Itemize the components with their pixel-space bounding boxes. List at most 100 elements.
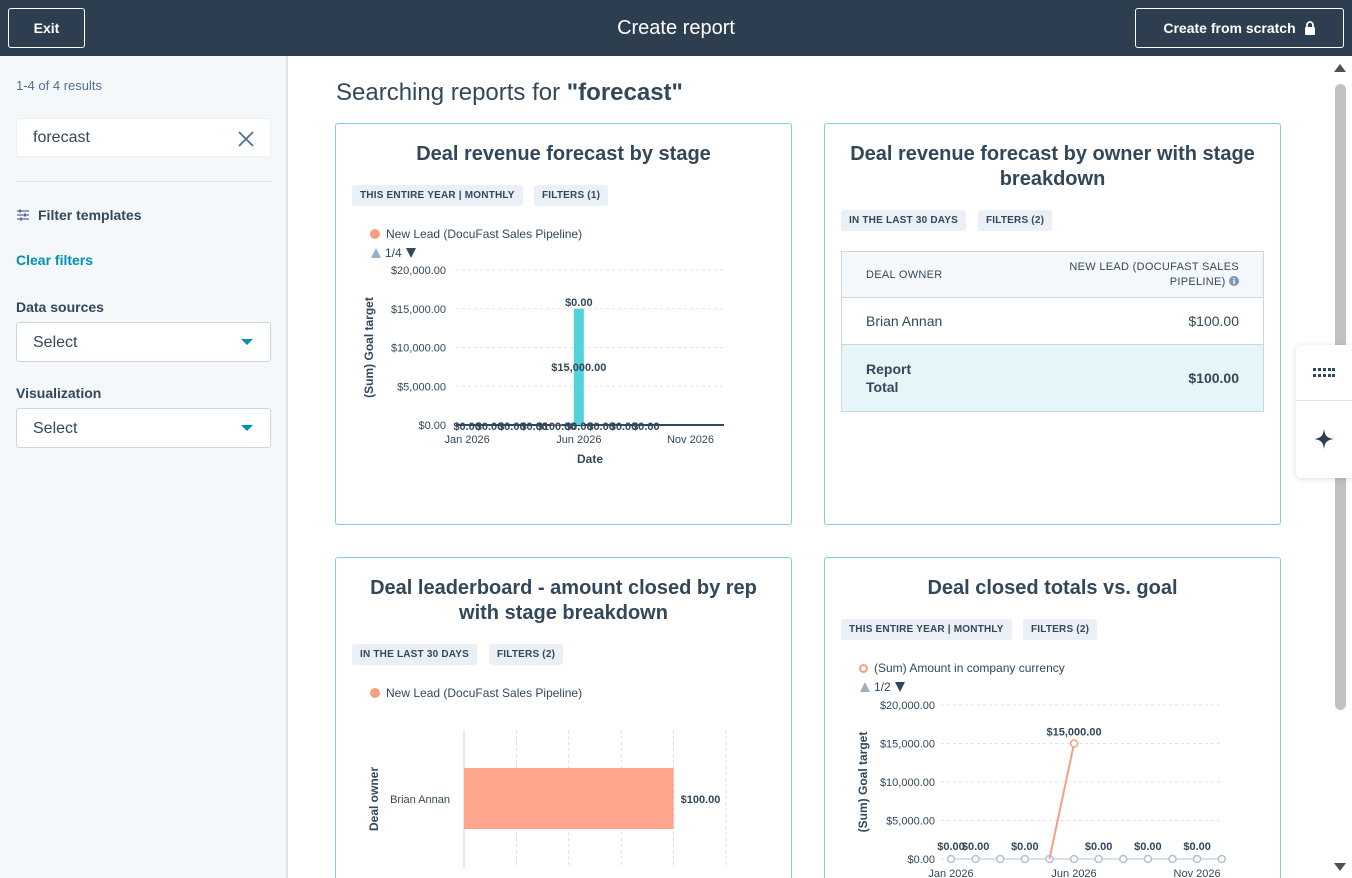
y-tick-label: $5,000.00 bbox=[886, 816, 935, 828]
data-label: $0.00 bbox=[587, 421, 615, 433]
chart-legend[interactable]: (Sum) Amount in company currency bbox=[859, 661, 1065, 675]
search-heading-query: "forecast" bbox=[566, 79, 683, 106]
legend-swatch bbox=[370, 688, 380, 698]
y-tick-label: $0.00 bbox=[418, 420, 446, 432]
report-table: DEAL OWNER NEW LEAD (DOCUFAST SALES PIPE… bbox=[841, 251, 1264, 412]
search-box bbox=[16, 118, 271, 157]
y-tick-label: $15,000.00 bbox=[880, 739, 935, 751]
y-axis-label: (Sum) Goal target bbox=[362, 297, 376, 398]
top-bar: Exit Create report Create from scratch bbox=[0, 0, 1352, 56]
data-label: $0.00 bbox=[632, 421, 660, 433]
x-tick-label: Jun 2026 bbox=[1051, 868, 1096, 878]
x-tick-label: Jan 2026 bbox=[928, 868, 973, 878]
column-header-new-lead-label: NEW LEAD (DOCUFAST SALES PIPELINE) bbox=[1069, 260, 1239, 288]
data-sources-label: Data sources bbox=[16, 299, 104, 315]
filters-tag[interactable]: FILTERS (2) bbox=[489, 644, 564, 665]
date-range-tag[interactable]: THIS ENTIRE YEAR | MONTHLY bbox=[841, 619, 1012, 640]
pager-up-icon[interactable] bbox=[860, 682, 870, 692]
scroll-down-arrow[interactable] bbox=[1334, 863, 1346, 871]
x-tick-label: Jan 2026 bbox=[445, 434, 490, 446]
y-axis-label: Deal owner bbox=[367, 767, 381, 831]
report-card-revenue-by-owner[interactable]: Deal revenue forecast by owner with stag… bbox=[824, 123, 1281, 525]
data-label: $15,000.00 bbox=[551, 362, 606, 374]
legend-label: (Sum) Amount in company currency bbox=[874, 661, 1065, 675]
card-title: Deal revenue forecast by owner with stag… bbox=[850, 143, 1255, 190]
data-point bbox=[1069, 854, 1079, 864]
total-value-cell: $100.00 bbox=[1033, 344, 1264, 412]
x-tick-label: Nov 2026 bbox=[1174, 868, 1221, 878]
side-tools-panel bbox=[1296, 345, 1352, 478]
filter-templates-label: Filter templates bbox=[38, 207, 142, 223]
column-header-new-lead[interactable]: NEW LEAD (DOCUFAST SALES PIPELINE) bbox=[1033, 251, 1264, 298]
sidebar-divider bbox=[16, 181, 271, 182]
visualization-select[interactable]: Select bbox=[16, 408, 271, 448]
ai-assistant-button[interactable] bbox=[1296, 411, 1352, 467]
chevron-down-icon bbox=[241, 339, 253, 345]
data-label: $0.00 bbox=[520, 421, 548, 433]
report-card-closed-vs-goal[interactable]: Deal closed totals vs. goal THIS ENTIRE … bbox=[824, 557, 1281, 878]
data-point bbox=[1119, 854, 1128, 864]
date-range-tag[interactable]: IN THE LAST 30 DAYS bbox=[841, 210, 967, 231]
y-axis-label: (Sum) Goal target bbox=[856, 732, 870, 833]
x-tick-label: Nov 2026 bbox=[667, 434, 714, 446]
data-point bbox=[1094, 854, 1103, 864]
chart-legend[interactable]: New Lead (DocuFast Sales Pipeline) bbox=[370, 686, 582, 700]
legend-swatch bbox=[370, 229, 380, 239]
data-point bbox=[1168, 854, 1177, 864]
keypad-button[interactable] bbox=[1296, 345, 1352, 401]
data-label: $100.00 bbox=[537, 421, 577, 433]
legend-label: New Lead (DocuFast Sales Pipeline) bbox=[386, 686, 583, 700]
card-title: Deal closed totals vs. goal bbox=[927, 577, 1178, 599]
bar bbox=[464, 768, 674, 829]
clear-filters-link[interactable]: Clear filters bbox=[16, 252, 94, 268]
value-cell: $100.00 bbox=[1033, 297, 1264, 345]
create-from-scratch-label: Create from scratch bbox=[1163, 20, 1296, 36]
data-point bbox=[946, 854, 956, 864]
total-label: Report Total bbox=[866, 361, 912, 395]
chart-legend[interactable]: New Lead (DocuFast Sales Pipeline) bbox=[370, 227, 582, 241]
clear-search-icon[interactable] bbox=[237, 130, 255, 148]
filters-tag[interactable]: FILTERS (2) bbox=[1023, 619, 1098, 640]
exit-button[interactable]: Exit bbox=[8, 8, 85, 48]
pager-label: 1/4 bbox=[385, 246, 402, 260]
filter-templates-toggle[interactable]: Filter templates bbox=[16, 207, 141, 223]
series-line bbox=[1048, 743, 1076, 860]
data-point bbox=[1217, 854, 1226, 864]
card-title: Deal leaderboard - amount closed by rep … bbox=[370, 577, 757, 624]
data-point bbox=[995, 854, 1005, 864]
filters-tag[interactable]: FILTERS (1) bbox=[534, 185, 609, 206]
data-point bbox=[1143, 854, 1153, 864]
pager-up-icon[interactable] bbox=[371, 248, 381, 258]
data-label: $0.00 bbox=[1183, 841, 1211, 853]
data-label: $0.00 bbox=[565, 297, 593, 309]
create-from-scratch-button[interactable]: Create from scratch bbox=[1135, 8, 1344, 48]
scroll-up-arrow[interactable] bbox=[1334, 64, 1346, 72]
data-sources-select[interactable]: Select bbox=[16, 322, 271, 362]
data-label: $100.00 bbox=[681, 794, 721, 806]
bar bbox=[551, 424, 562, 426]
data-sources-value: Select bbox=[33, 334, 78, 351]
sliders-icon bbox=[17, 209, 29, 221]
data-label: $0.00 bbox=[476, 421, 504, 433]
filters-tag[interactable]: FILTERS (2) bbox=[978, 210, 1053, 231]
y-tick-label: $0.00 bbox=[907, 854, 935, 866]
info-icon[interactable] bbox=[1229, 275, 1239, 286]
pager-down-icon[interactable] bbox=[894, 682, 905, 692]
search-input[interactable] bbox=[33, 129, 233, 147]
data-label: $0.00 bbox=[498, 421, 526, 433]
y-tick-label: $15,000.00 bbox=[391, 304, 446, 316]
pager-down-icon[interactable] bbox=[405, 248, 416, 258]
filter-sidebar: 1-4 of 4 results Filter templates Clear … bbox=[0, 56, 288, 878]
legend-pager: 1/4 bbox=[371, 246, 416, 260]
report-card-leaderboard[interactable]: Deal leaderboard - amount closed by rep … bbox=[335, 557, 792, 878]
date-range-tag[interactable]: IN THE LAST 30 DAYS bbox=[352, 644, 478, 665]
y-tick-label: $5,000.00 bbox=[397, 381, 446, 393]
column-header-owner[interactable]: DEAL OWNER bbox=[841, 251, 1034, 298]
y-tick-label: $20,000.00 bbox=[391, 265, 446, 277]
search-heading-prefix: Searching reports for bbox=[336, 79, 567, 106]
date-range-tag[interactable]: THIS ENTIRE YEAR | MONTHLY bbox=[352, 185, 523, 206]
report-card-revenue-by-stage[interactable]: Deal revenue forecast by stage THIS ENTI… bbox=[335, 123, 792, 525]
data-point bbox=[1020, 854, 1030, 864]
data-label: $15,000.00 bbox=[1047, 727, 1102, 739]
data-point bbox=[1069, 739, 1079, 748]
